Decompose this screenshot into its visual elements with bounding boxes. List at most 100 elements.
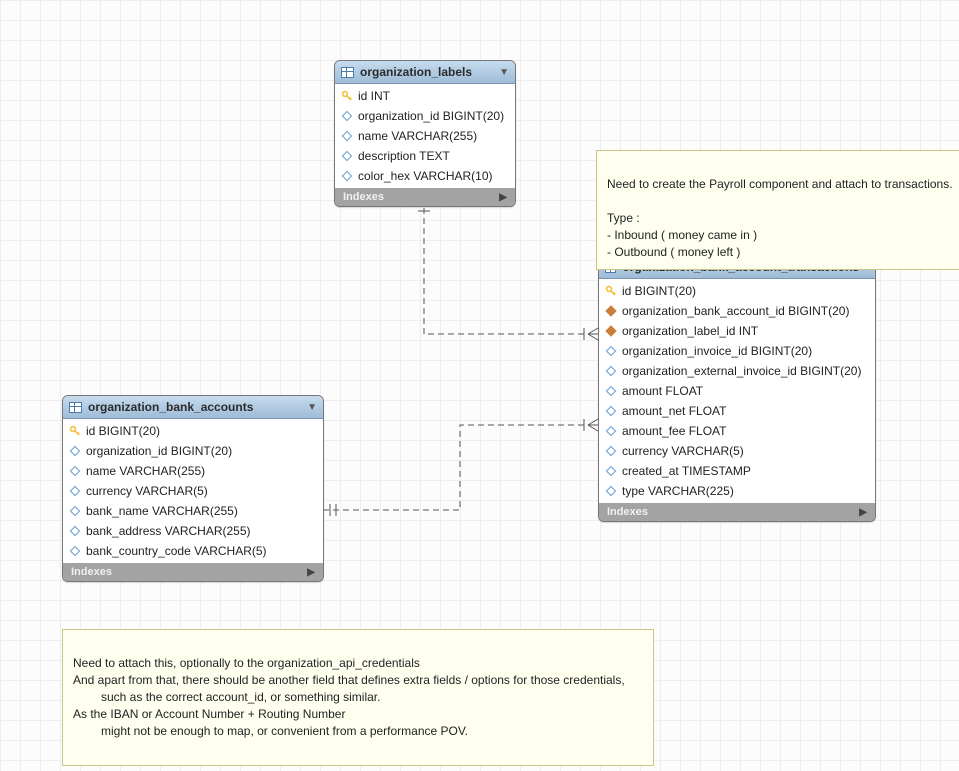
column-text: organization_id BIGINT(20): [86, 443, 232, 459]
diamond-icon: [605, 425, 617, 437]
column-field[interactable]: bank_name VARCHAR(255): [63, 501, 323, 521]
diamond-icon: [605, 485, 617, 497]
expand-icon[interactable]: ▶: [499, 192, 507, 203]
entity-columns: id INT organization_id BIGINT(20) name VAR…: [335, 84, 515, 188]
column-field[interactable]: organization_external_invoice_id BIGINT(…: [599, 361, 875, 381]
column-field[interactable]: organization_id BIGINT(20): [335, 106, 515, 126]
note-payroll[interactable]: Need to create the Payroll component and…: [596, 150, 959, 270]
column-field[interactable]: description TEXT: [335, 146, 515, 166]
diamond-icon: [605, 445, 617, 457]
column-text: currency VARCHAR(5): [622, 443, 744, 459]
entity-title: organization_bank_accounts: [88, 400, 253, 414]
entity-organization-labels[interactable]: organization_labels ▼ id INT organization…: [334, 60, 516, 207]
entity-header[interactable]: organization_labels ▼: [335, 61, 515, 84]
conn-accounts-transactions: [323, 425, 598, 510]
entity-footer-indexes[interactable]: Indexes ▶: [335, 188, 515, 206]
key-icon: [341, 90, 353, 102]
entity-footer-indexes[interactable]: Indexes ▶: [599, 503, 875, 521]
column-field[interactable]: currency VARCHAR(5): [63, 481, 323, 501]
column-text: bank_name VARCHAR(255): [86, 503, 238, 519]
column-text: organization_external_invoice_id BIGINT(…: [622, 363, 861, 379]
conn-end-crowfoot-labels: [584, 328, 598, 340]
expand-icon[interactable]: ▶: [307, 567, 315, 578]
diamond-icon: [605, 465, 617, 477]
column-text: amount FLOAT: [622, 383, 703, 399]
entity-title: organization_labels: [360, 65, 472, 79]
fk-diamond-icon: [605, 305, 617, 317]
entity-footer-indexes[interactable]: Indexes ▶: [63, 563, 323, 581]
note-api-credentials[interactable]: Need to attach this, optionally to the o…: [62, 629, 654, 766]
diamond-icon: [341, 150, 353, 162]
expand-icon[interactable]: ▶: [859, 507, 867, 518]
column-field[interactable]: name VARCHAR(255): [335, 126, 515, 146]
column-text: id INT: [358, 88, 390, 104]
column-field[interactable]: bank_address VARCHAR(255): [63, 521, 323, 541]
column-text: description TEXT: [358, 148, 450, 164]
column-text: name VARCHAR(255): [86, 463, 205, 479]
key-icon: [69, 425, 81, 437]
column-text: type VARCHAR(225): [622, 483, 734, 499]
conn-end-one-mandatory: [330, 504, 336, 516]
column-text: created_at TIMESTAMP: [622, 463, 751, 479]
diamond-icon: [605, 385, 617, 397]
diamond-icon: [605, 365, 617, 377]
column-field[interactable]: organization_invoice_id BIGINT(20): [599, 341, 875, 361]
diamond-icon: [69, 465, 81, 477]
column-text: bank_address VARCHAR(255): [86, 523, 251, 539]
column-text: id BIGINT(20): [86, 423, 160, 439]
entity-columns: id BIGINT(20) organization_bank_account_i…: [599, 279, 875, 503]
column-text: organization_label_id INT: [622, 323, 758, 339]
column-pk[interactable]: id BIGINT(20): [599, 281, 875, 301]
column-fk[interactable]: organization_label_id INT: [599, 321, 875, 341]
conn-end-crowfoot-accounts: [584, 419, 598, 431]
column-text: organization_bank_account_id BIGINT(20): [622, 303, 849, 319]
column-field[interactable]: created_at TIMESTAMP: [599, 461, 875, 481]
column-text: color_hex VARCHAR(10): [358, 168, 493, 184]
diamond-icon: [69, 485, 81, 497]
footer-label: Indexes: [343, 191, 384, 203]
column-field[interactable]: name VARCHAR(255): [63, 461, 323, 481]
column-field[interactable]: amount FLOAT: [599, 381, 875, 401]
footer-label: Indexes: [71, 566, 112, 578]
diamond-icon: [605, 405, 617, 417]
entity-organization-bank-accounts[interactable]: organization_bank_accounts ▼ id BIGINT(2…: [62, 395, 324, 582]
diamond-icon: [341, 130, 353, 142]
collapse-icon[interactable]: ▼: [307, 402, 317, 413]
column-field[interactable]: type VARCHAR(225): [599, 481, 875, 501]
note-text: Need to attach this, optionally to the o…: [73, 656, 643, 740]
column-text: organization_id BIGINT(20): [358, 108, 504, 124]
diamond-icon: [69, 545, 81, 557]
diamond-icon: [605, 345, 617, 357]
diamond-icon: [69, 445, 81, 457]
fk-diamond-icon: [605, 325, 617, 337]
diamond-icon: [69, 525, 81, 537]
entity-organization-bank-account-transactions[interactable]: organization_bank_account_transactions ▼…: [598, 255, 876, 522]
conn-labels-transactions: [424, 198, 598, 334]
entity-header[interactable]: organization_bank_accounts ▼: [63, 396, 323, 419]
column-text: organization_invoice_id BIGINT(20): [622, 343, 812, 359]
column-text: amount_net FLOAT: [622, 403, 727, 419]
table-icon: [69, 402, 82, 413]
note-text: Need to create the Payroll component and…: [607, 177, 953, 259]
column-field[interactable]: amount_net FLOAT: [599, 401, 875, 421]
entity-columns: id BIGINT(20) organization_id BIGINT(20) n…: [63, 419, 323, 563]
column-text: amount_fee FLOAT: [622, 423, 727, 439]
column-field[interactable]: currency VARCHAR(5): [599, 441, 875, 461]
column-pk[interactable]: id BIGINT(20): [63, 421, 323, 441]
column-fk[interactable]: organization_bank_account_id BIGINT(20): [599, 301, 875, 321]
column-text: id BIGINT(20): [622, 283, 696, 299]
column-pk[interactable]: id INT: [335, 86, 515, 106]
key-icon: [605, 285, 617, 297]
diamond-icon: [341, 170, 353, 182]
table-icon: [341, 67, 354, 78]
column-field[interactable]: color_hex VARCHAR(10): [335, 166, 515, 186]
column-field[interactable]: bank_country_code VARCHAR(5): [63, 541, 323, 561]
column-text: currency VARCHAR(5): [86, 483, 208, 499]
column-field[interactable]: amount_fee FLOAT: [599, 421, 875, 441]
column-text: name VARCHAR(255): [358, 128, 477, 144]
diamond-icon: [69, 505, 81, 517]
collapse-icon[interactable]: ▼: [499, 67, 509, 78]
column-field[interactable]: organization_id BIGINT(20): [63, 441, 323, 461]
footer-label: Indexes: [607, 506, 648, 518]
column-text: bank_country_code VARCHAR(5): [86, 543, 267, 559]
